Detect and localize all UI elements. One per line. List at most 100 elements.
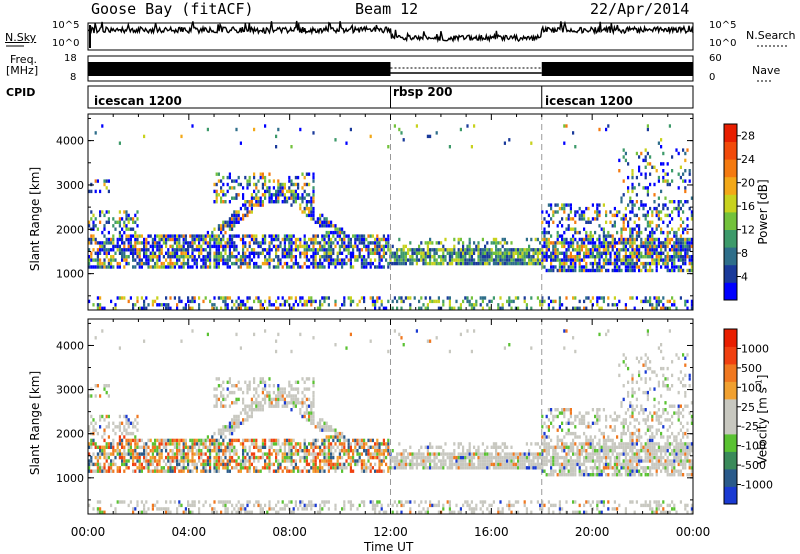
velocity-cell bbox=[242, 455, 245, 460]
power-cell bbox=[587, 251, 590, 255]
power-cell bbox=[129, 227, 132, 231]
power-cell bbox=[415, 255, 418, 259]
velocity-cell bbox=[118, 466, 121, 470]
velocity-cell bbox=[283, 404, 286, 408]
velocity-cell bbox=[244, 408, 247, 412]
power-cell bbox=[622, 217, 625, 221]
power-cell bbox=[178, 258, 181, 262]
power-cell bbox=[226, 175, 229, 180]
velocity-cell bbox=[250, 414, 253, 419]
power-cell bbox=[266, 248, 269, 252]
velocity-cell bbox=[129, 452, 132, 456]
power-cell bbox=[622, 261, 625, 266]
power-cell bbox=[290, 179, 293, 183]
velocity-cell bbox=[88, 394, 91, 398]
power-cell bbox=[605, 241, 608, 245]
velocity-cell bbox=[123, 428, 126, 432]
power-cell bbox=[213, 227, 216, 231]
power-cell bbox=[125, 210, 128, 214]
power-cell bbox=[475, 244, 478, 249]
power-cell bbox=[173, 296, 176, 300]
power-cell bbox=[246, 261, 249, 266]
power-cell bbox=[182, 261, 185, 266]
power-cell bbox=[484, 244, 487, 249]
power-cell bbox=[591, 203, 594, 207]
power-cell bbox=[437, 241, 440, 245]
power-cell bbox=[90, 265, 93, 269]
power-cell bbox=[633, 255, 636, 259]
power-cell bbox=[156, 244, 159, 249]
velocity-cell bbox=[134, 435, 137, 439]
power-cell bbox=[147, 248, 150, 252]
velocity-cell bbox=[239, 346, 242, 350]
power-cell bbox=[646, 193, 649, 197]
velocity-cell bbox=[292, 387, 295, 391]
power-cell bbox=[572, 261, 575, 266]
velocity-cell bbox=[283, 455, 286, 460]
power-cell bbox=[578, 261, 581, 266]
velocity-cell bbox=[446, 466, 449, 470]
power-cell bbox=[422, 251, 425, 255]
power-cell bbox=[101, 210, 104, 214]
power-cell bbox=[543, 237, 546, 242]
power-cell bbox=[132, 255, 135, 259]
power-cell bbox=[662, 220, 665, 224]
power-cell bbox=[268, 234, 271, 238]
power-cell bbox=[534, 248, 537, 252]
power-cell bbox=[231, 213, 234, 218]
velocity-cell bbox=[237, 418, 240, 422]
velocity-cell bbox=[123, 449, 126, 453]
velocity-cell bbox=[253, 380, 256, 384]
power-cell bbox=[653, 165, 656, 169]
velocity-cell bbox=[92, 469, 95, 473]
power-cell bbox=[255, 251, 258, 255]
power-cell bbox=[402, 248, 405, 252]
velocity-cell bbox=[99, 507, 102, 511]
power-cell bbox=[88, 248, 91, 252]
velocity-cell bbox=[204, 466, 207, 470]
power-cell bbox=[679, 265, 682, 269]
velocity-cell bbox=[426, 455, 429, 460]
power-cell bbox=[679, 234, 682, 238]
power-cell bbox=[290, 237, 293, 242]
velocity-cell bbox=[360, 445, 363, 449]
velocity-cell bbox=[376, 469, 379, 473]
velocity-cell bbox=[341, 431, 344, 436]
velocity-cell bbox=[200, 438, 203, 443]
power-cell bbox=[393, 296, 396, 300]
velocity-cell bbox=[193, 462, 196, 467]
velocity-cell bbox=[129, 455, 132, 460]
velocity-cell bbox=[215, 469, 218, 473]
power-cell bbox=[283, 193, 286, 197]
power-cell bbox=[244, 258, 247, 262]
velocity-cell bbox=[275, 404, 278, 408]
power-cell bbox=[644, 241, 647, 245]
velocity-cell bbox=[248, 510, 251, 514]
power-cell bbox=[418, 251, 421, 255]
velocity-cell bbox=[213, 404, 216, 408]
velocity-cell bbox=[334, 442, 337, 446]
velocity-cell bbox=[437, 503, 440, 508]
velocity-cell bbox=[264, 462, 267, 467]
power-cell bbox=[633, 203, 636, 207]
power-cell bbox=[310, 248, 313, 252]
power-cell bbox=[596, 299, 599, 304]
power-cell bbox=[547, 248, 550, 252]
power-cell bbox=[176, 306, 179, 310]
power-cell bbox=[591, 217, 594, 221]
power-cell bbox=[473, 261, 476, 266]
velocity-cell bbox=[228, 438, 231, 443]
power-cell bbox=[631, 251, 634, 255]
velocity-cell bbox=[369, 455, 372, 460]
power-cell bbox=[206, 230, 209, 235]
power-cell bbox=[376, 251, 379, 255]
power-cell bbox=[303, 237, 306, 242]
power-cell bbox=[629, 237, 632, 242]
power-cell bbox=[521, 258, 524, 262]
velocity-cell bbox=[255, 438, 258, 443]
velocity-cell bbox=[200, 469, 203, 473]
velocity-cell bbox=[140, 445, 143, 449]
power-cell bbox=[508, 299, 511, 304]
power-cell bbox=[334, 230, 337, 235]
velocity-cell bbox=[112, 438, 115, 443]
